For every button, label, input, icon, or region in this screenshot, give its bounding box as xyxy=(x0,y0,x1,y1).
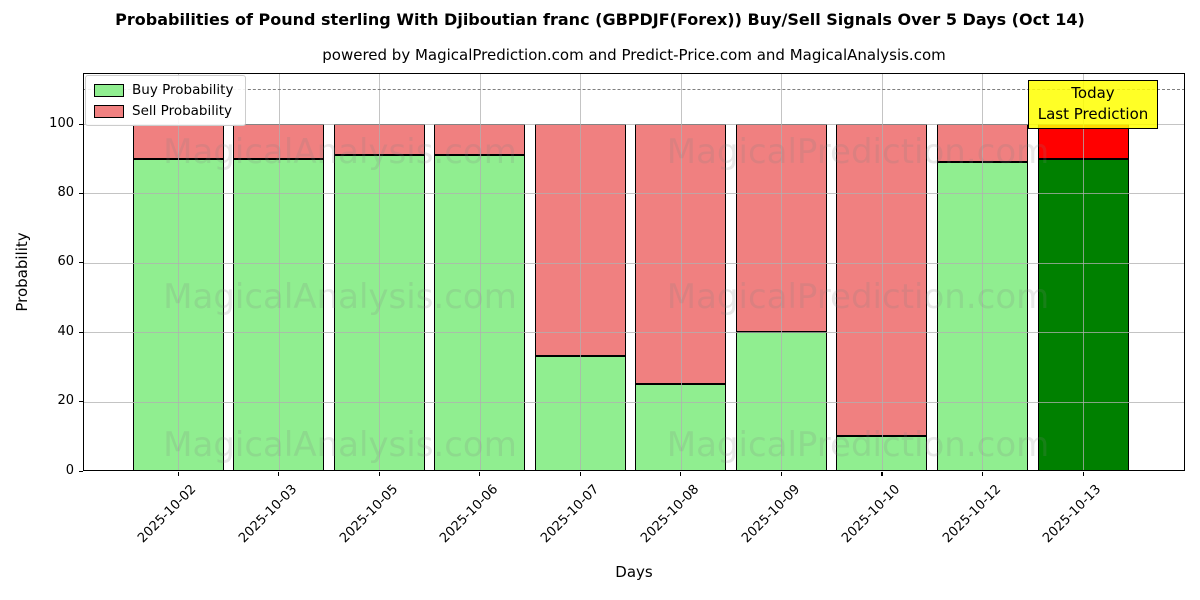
x-tick xyxy=(579,472,581,476)
x-tick-label: 2025-10-08 xyxy=(638,482,703,547)
legend-item-sell: Sell Probability xyxy=(94,103,233,119)
x-tick-label: 2025-10-02 xyxy=(135,482,200,547)
y-gridline xyxy=(83,124,1185,125)
x-tick xyxy=(278,472,280,476)
legend: Buy Probability Sell Probability xyxy=(85,75,247,126)
x-axis-label: Days xyxy=(615,563,653,581)
chart-title: Probabilities of Pound sterling With Dji… xyxy=(115,10,1085,29)
y-gridline xyxy=(83,332,1185,334)
y-axis-label: Probability xyxy=(13,232,31,312)
legend-label-buy: Buy Probability xyxy=(132,82,234,98)
y-tick xyxy=(78,192,83,195)
x-gridline xyxy=(379,73,381,471)
x-tick-label: 2025-10-12 xyxy=(940,482,1005,547)
y-tick xyxy=(78,262,83,264)
x-tick xyxy=(378,472,380,476)
y-gridline xyxy=(83,193,1185,195)
y-tick xyxy=(78,470,83,472)
y-tick xyxy=(78,331,83,333)
chart-subtitle: powered by MagicalPrediction.com and Pre… xyxy=(322,46,946,64)
x-tick xyxy=(479,472,481,476)
x-tick xyxy=(177,472,179,476)
x-tick-label: 2025-10-03 xyxy=(236,482,301,547)
y-tick-label: 60 xyxy=(57,254,74,270)
today-annotation-line1: Today xyxy=(1071,84,1115,102)
x-gridline xyxy=(1083,73,1085,471)
x-tick-label: 2025-10-05 xyxy=(336,482,401,547)
y-tick-label: 40 xyxy=(57,323,74,339)
x-tick xyxy=(1082,472,1084,476)
y-tick-label: 20 xyxy=(57,393,74,409)
dashed-threshold-line xyxy=(83,89,1185,91)
y-tick xyxy=(78,123,83,125)
x-tick xyxy=(680,472,682,476)
y-tick-label: 80 xyxy=(57,184,74,200)
x-tick-label: 2025-10-10 xyxy=(839,482,904,547)
legend-item-buy: Buy Probability xyxy=(94,82,233,98)
x-gridline xyxy=(680,73,682,471)
x-gridline xyxy=(580,73,582,471)
y-tick xyxy=(78,401,83,403)
x-gridline xyxy=(479,73,481,471)
y-tick-label: 0 xyxy=(65,462,74,478)
x-gridline xyxy=(178,73,179,471)
x-gridline xyxy=(982,73,984,471)
x-gridline xyxy=(278,73,280,471)
x-tick-label: 2025-10-07 xyxy=(537,482,602,547)
today-annotation: Today Last Prediction xyxy=(1028,80,1158,129)
buy-swatch-icon xyxy=(94,83,124,97)
y-gridline xyxy=(83,401,1185,403)
x-tick-label: 2025-10-13 xyxy=(1040,482,1105,547)
x-tick-label: 2025-10-09 xyxy=(738,482,803,547)
x-gridline xyxy=(881,73,883,471)
sell-swatch-icon xyxy=(94,104,124,118)
y-tick-label: 100 xyxy=(49,115,74,131)
today-annotation-line2: Last Prediction xyxy=(1037,105,1149,123)
x-tick xyxy=(780,472,783,476)
x-gridline xyxy=(781,73,783,471)
legend-label-sell: Sell Probability xyxy=(132,103,233,119)
x-tick xyxy=(881,472,883,476)
x-tick xyxy=(981,472,984,476)
x-tick-label: 2025-10-06 xyxy=(437,482,502,547)
y-gridline xyxy=(83,262,1185,264)
